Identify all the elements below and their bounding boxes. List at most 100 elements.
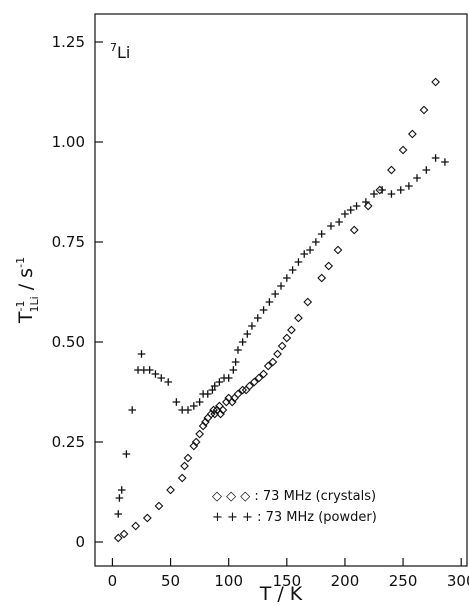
powder-point <box>238 338 247 346</box>
crystals-point <box>333 245 343 255</box>
powder-point <box>306 246 314 254</box>
powder-point <box>210 382 219 390</box>
powder-point <box>231 358 240 366</box>
powder-point <box>277 282 285 290</box>
powder-point <box>145 366 154 374</box>
y-axis-title-base: T <box>15 311 37 324</box>
crystals-point <box>387 165 396 175</box>
powder-point <box>405 182 413 190</box>
powder-point <box>283 274 291 282</box>
y-tick-label: 1.00 <box>52 133 85 151</box>
crystals-point <box>177 473 187 483</box>
series-crystals <box>113 77 440 543</box>
y-axis-title-unit-sup: -1 <box>14 257 27 268</box>
crystals-point <box>166 485 175 495</box>
powder-point <box>317 230 326 238</box>
powder-point <box>288 266 297 274</box>
crystals-point <box>294 313 303 323</box>
plot-frame <box>94 13 468 567</box>
crystals-point <box>303 297 313 307</box>
crystals-point <box>268 357 278 367</box>
crystals-point <box>191 437 201 447</box>
y-tick-label: 0 <box>75 533 85 551</box>
y-tick-label: 1.25 <box>52 33 85 51</box>
powder-point <box>335 218 343 226</box>
crystals-point <box>317 273 327 283</box>
x-tick-label: 300 <box>447 572 469 590</box>
crystals-point <box>431 77 440 87</box>
powder-point <box>271 290 279 298</box>
powder-point <box>248 322 256 330</box>
powder-point <box>265 298 274 306</box>
powder-point <box>294 258 303 266</box>
y-tick-label: 0.25 <box>52 433 85 451</box>
powder-point <box>243 330 252 338</box>
x-tick-label: 0 <box>108 572 118 590</box>
crystals-point <box>259 369 268 379</box>
x-tick-label: 100 <box>214 572 243 590</box>
y-axis-title-sup: -1 <box>14 300 27 311</box>
crystals-point <box>282 333 292 343</box>
nucleus-mass: 7 <box>110 41 117 54</box>
powder-point <box>413 174 421 182</box>
powder-point <box>224 374 233 382</box>
crystals-point <box>180 461 189 471</box>
y-axis-title-sub: 1Li <box>28 296 41 312</box>
crystals-point <box>249 377 259 387</box>
crystals-point <box>113 533 123 543</box>
y-axis-title-sep: / <box>15 278 37 296</box>
powder-point <box>164 378 173 386</box>
crystals-point <box>195 429 205 439</box>
powder-point <box>114 510 123 518</box>
powder-point <box>157 374 166 382</box>
crystals-point <box>209 405 218 415</box>
x-axis: 0 50 100 150 200 250 300 <box>108 558 469 590</box>
crystals-point <box>218 405 228 415</box>
crystals-point <box>287 325 296 335</box>
legend-entry-crystals: ◇ ◇ ◇ : 73 MHz (crystals) <box>212 489 376 504</box>
y-axis-title-unit: s <box>15 268 37 278</box>
powder-point <box>115 494 124 502</box>
powder-point <box>253 314 262 322</box>
legend: ◇ ◇ ◇ : 73 MHz (crystals) + + + : 73 MHz… <box>212 489 377 525</box>
powder-point <box>172 398 181 406</box>
x-tick-label: 250 <box>389 572 418 590</box>
powder-point <box>387 190 396 198</box>
powder-point <box>234 346 242 354</box>
powder-point <box>208 386 217 394</box>
crystals-point <box>254 373 264 383</box>
crystals-point <box>419 105 429 115</box>
crystals-point <box>238 385 248 395</box>
crystals-point <box>154 501 164 511</box>
powder-point <box>151 370 160 378</box>
powder-point <box>378 186 386 194</box>
powder-point <box>422 166 431 174</box>
powder-point <box>203 390 212 398</box>
crystals-point <box>131 521 141 531</box>
crystals-point <box>233 389 243 399</box>
legend-entry-powder: + + + : 73 MHz (powder) <box>212 510 377 525</box>
y-axis-title: T-11Li / s-1 <box>14 257 41 324</box>
crystals-point <box>273 349 282 359</box>
crystals-point <box>349 225 359 235</box>
powder-point <box>190 402 198 410</box>
powder-point <box>327 222 335 230</box>
powder-point <box>352 202 361 210</box>
crystals-point <box>324 261 334 271</box>
crystals-point <box>119 529 129 539</box>
crystals-point <box>277 341 287 351</box>
nucleus-element: Li <box>117 43 130 62</box>
x-tick-label: 200 <box>331 572 360 590</box>
y-tick-label: 0.75 <box>52 233 85 251</box>
powder-point <box>259 306 268 314</box>
powder-point <box>312 238 320 246</box>
series-powder <box>114 154 449 518</box>
x-tick-label: 50 <box>161 572 180 590</box>
powder-point <box>128 406 136 414</box>
powder-point <box>229 366 238 374</box>
crystals-point <box>263 361 273 371</box>
powder-point <box>396 186 405 194</box>
powder-point <box>346 206 355 214</box>
crystals-point <box>142 513 152 523</box>
